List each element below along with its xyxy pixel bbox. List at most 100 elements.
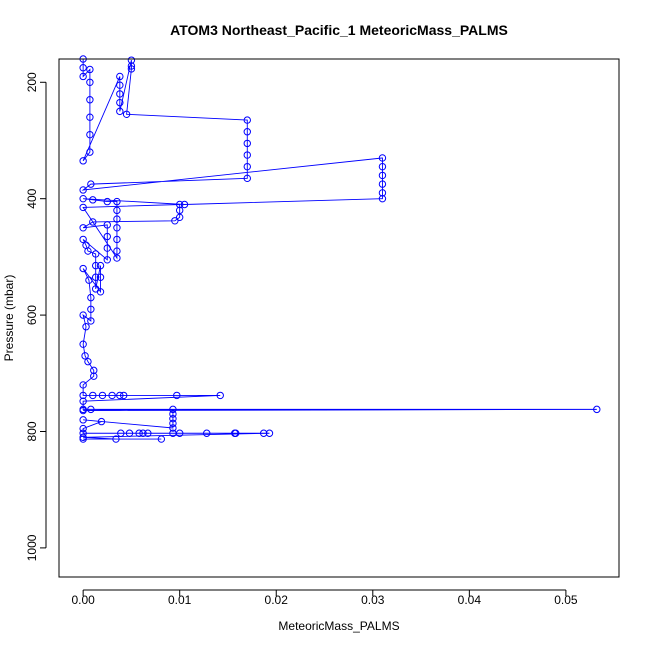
data-point — [108, 391, 116, 400]
data-point — [79, 381, 87, 389]
y-tick-label: 600 — [25, 305, 39, 325]
data-point — [157, 435, 166, 443]
y-axis-label: Pressure (mbar) — [2, 275, 16, 362]
data-point — [175, 213, 184, 222]
data-point — [81, 352, 89, 360]
data-point — [169, 410, 177, 418]
x-tick-label: 0.02 — [265, 593, 289, 607]
data-point — [84, 247, 92, 255]
y-tick-label: 200 — [25, 72, 39, 92]
x-tick-label: 0.01 — [168, 593, 192, 607]
data-point — [79, 435, 87, 443]
data-point — [79, 340, 87, 348]
data-point — [243, 174, 251, 183]
data-point — [125, 429, 134, 437]
data-point — [79, 429, 87, 437]
data-point — [103, 197, 111, 206]
data-point — [117, 429, 125, 437]
data-point — [139, 429, 147, 437]
data-point — [82, 323, 90, 331]
data-point — [119, 391, 128, 400]
data-point — [87, 305, 95, 313]
data-point — [378, 154, 387, 162]
data-point — [79, 72, 87, 81]
data-point — [216, 391, 224, 400]
data-point — [127, 56, 136, 64]
data-point — [243, 139, 251, 148]
data-point — [122, 110, 131, 118]
data-point — [89, 196, 97, 204]
plot-data — [79, 55, 601, 443]
data-point — [175, 206, 184, 215]
data-point — [90, 372, 98, 380]
data-point — [79, 203, 87, 212]
data-point — [86, 65, 94, 74]
data-point — [144, 429, 152, 437]
data-point — [96, 261, 105, 270]
data-point — [79, 424, 87, 433]
data-point — [103, 232, 111, 241]
data-point — [116, 72, 124, 81]
data-point — [103, 256, 111, 264]
data-point — [112, 435, 120, 443]
data-point — [116, 107, 124, 116]
y-axis: 200 400 600 800 1000 — [25, 72, 47, 561]
x-tick-label: 0.03 — [361, 593, 385, 607]
data-point — [243, 151, 251, 159]
data-point — [97, 417, 106, 426]
data-point — [86, 113, 94, 121]
data-point — [103, 244, 111, 252]
data-point — [86, 96, 94, 104]
data-point — [169, 419, 177, 428]
data-point — [113, 254, 121, 262]
data-point — [116, 81, 124, 89]
data-point — [96, 288, 105, 296]
data-point — [113, 235, 121, 244]
data-point — [79, 186, 87, 194]
data-point — [79, 264, 87, 273]
data-point — [593, 405, 601, 414]
data-point — [79, 397, 87, 405]
plot-frame — [58, 58, 620, 578]
data-point — [259, 429, 268, 437]
data-point — [79, 64, 87, 72]
data-point — [169, 414, 177, 423]
data-point — [84, 357, 92, 366]
data-point — [89, 218, 97, 226]
data-point — [86, 78, 94, 86]
data-point — [91, 261, 100, 270]
data-point — [135, 429, 143, 437]
data-point — [79, 157, 87, 165]
data-point — [378, 171, 387, 180]
data-point — [86, 148, 94, 156]
data-point — [378, 189, 387, 197]
data-point — [116, 98, 124, 107]
data-point — [91, 273, 100, 281]
data-point — [89, 391, 97, 400]
data-point — [79, 224, 87, 232]
data-point — [127, 65, 136, 73]
data-point — [180, 200, 189, 209]
x-axis: 0.00 0.01 0.02 0.03 0.04 0.05 — [71, 589, 578, 607]
data-point — [116, 391, 124, 400]
data-point — [378, 180, 387, 188]
data-point — [87, 317, 95, 325]
data-point — [173, 391, 181, 400]
y-tick-label: 1000 — [25, 534, 39, 561]
data-point — [378, 194, 387, 203]
data-point — [86, 130, 94, 139]
y-tick-label: 800 — [25, 421, 39, 441]
x-axis-label: MeteoricMass_PALMS — [278, 619, 399, 633]
data-point — [203, 429, 211, 437]
data-point — [113, 224, 121, 232]
x-tick-label: 0.00 — [71, 593, 95, 607]
data-point — [113, 247, 121, 255]
data-point — [91, 250, 100, 258]
data-point — [87, 293, 95, 302]
data-point — [96, 273, 105, 281]
data-point — [87, 180, 95, 188]
data-point — [87, 405, 95, 414]
data-point — [79, 416, 87, 424]
data-point — [113, 215, 121, 223]
